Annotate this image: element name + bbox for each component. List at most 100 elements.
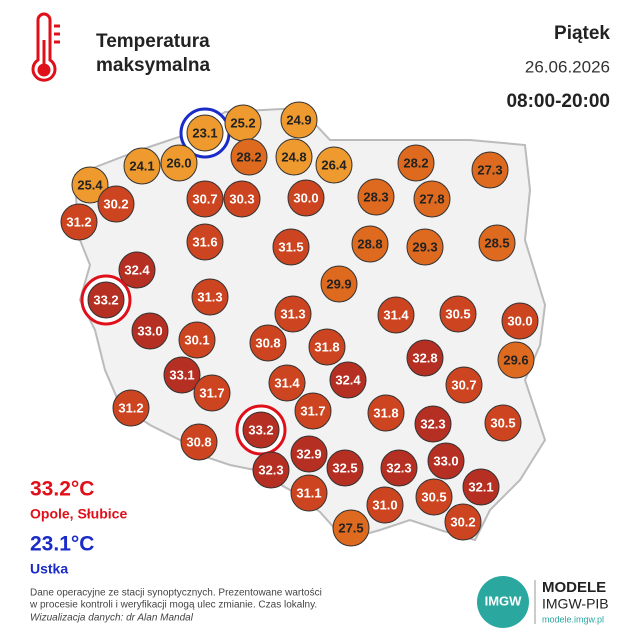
thermometer-icon [31, 12, 60, 82]
station-marker [444, 503, 482, 541]
hours: 08:00-20:00 [506, 91, 610, 112]
station-marker [123, 147, 161, 185]
station-marker [249, 324, 287, 362]
day: Piątek [554, 23, 610, 44]
station-marker [380, 449, 418, 487]
station-marker [406, 228, 444, 266]
station-value: 32.4 [335, 372, 361, 387]
station-marker [186, 114, 224, 152]
logo-name: MODELE [542, 579, 606, 596]
station-marker [315, 146, 353, 184]
station-value: 33.0 [433, 453, 458, 468]
station-marker [445, 366, 483, 404]
station-marker [478, 224, 516, 262]
min-places: Ustka [30, 561, 68, 577]
credit: Wizualizacja danych: dr Alan Mandal [30, 613, 194, 624]
station-value: 29.3 [412, 239, 437, 254]
station-marker [377, 296, 415, 334]
station-marker [406, 339, 444, 377]
station-marker [280, 101, 318, 139]
station-value: 26.0 [166, 155, 191, 170]
station-value: 31.7 [300, 403, 325, 418]
title: Temperatura [96, 31, 210, 52]
station-value: 32.9 [296, 446, 321, 461]
station-value: 33.1 [169, 367, 194, 382]
station-marker [60, 203, 98, 241]
station-marker [471, 151, 509, 189]
station-marker [252, 451, 290, 489]
title: maksymalna [96, 55, 211, 76]
station-value: 24.1 [129, 158, 154, 173]
station-value: 24.9 [286, 112, 311, 127]
station-value: 28.2 [236, 149, 261, 164]
station-value: 23.1 [192, 125, 217, 140]
station-value: 31.2 [66, 214, 91, 229]
logo-org: IMGW-PIB [542, 596, 609, 612]
station-marker [329, 361, 367, 399]
station-value: 30.2 [450, 514, 475, 529]
station-value: 30.5 [445, 306, 470, 321]
station-value: 31.1 [296, 485, 321, 500]
station-marker [366, 486, 404, 524]
station-marker [268, 364, 306, 402]
station-value: 31.3 [197, 289, 222, 304]
max-places: Opole, Słubice [30, 506, 127, 522]
station-marker [326, 449, 364, 487]
station-value: 31.4 [383, 307, 409, 322]
station-marker [290, 435, 328, 473]
station-marker [397, 144, 435, 182]
station-marker [186, 180, 224, 218]
station-marker [193, 374, 231, 412]
logo-badge [477, 576, 529, 628]
station-marker [191, 278, 229, 316]
station-value: 27.5 [338, 520, 363, 535]
station-value: 32.3 [258, 462, 283, 477]
max-value: 33.2°C [30, 478, 94, 501]
station-value: 30.5 [421, 489, 446, 504]
station-marker [163, 356, 201, 394]
station-value: 30.2 [103, 196, 128, 211]
min-value: 23.1°C [30, 533, 94, 556]
station-marker [131, 312, 169, 350]
station-value: 32.5 [332, 460, 357, 475]
station-value: 31.8 [314, 339, 339, 354]
station-value: 27.8 [419, 191, 444, 206]
station-marker [439, 295, 477, 333]
station-value: 25.4 [77, 177, 103, 192]
station-marker [230, 138, 268, 176]
station-marker [186, 223, 224, 261]
station-value: 31.7 [199, 385, 224, 400]
station-marker [112, 389, 150, 427]
station-marker [367, 394, 405, 432]
station-value: 30.7 [451, 377, 476, 392]
station-marker [294, 392, 332, 430]
station-marker [427, 442, 465, 480]
logo-badge-text: IMGW [485, 593, 523, 608]
station-value: 30.3 [229, 191, 254, 206]
station-marker [272, 228, 310, 266]
station-value: 31.4 [274, 375, 300, 390]
footer-note: Dane operacyjne ze stacji synoptycznych.… [30, 588, 322, 599]
station-marker [320, 265, 358, 303]
station-marker [71, 166, 109, 204]
station-value: 31.0 [372, 497, 397, 512]
logo-url: modele.imgw.pl [542, 614, 604, 624]
station-marker [223, 180, 261, 218]
station-marker [242, 411, 280, 449]
station-value: 30.8 [186, 434, 211, 449]
station-value: 30.0 [507, 313, 532, 328]
station-value: 24.8 [281, 149, 306, 164]
station-value: 32.4 [124, 262, 150, 277]
station-value: 31.2 [118, 400, 143, 415]
station-value: 25.2 [230, 115, 255, 130]
station-marker [290, 474, 328, 512]
station-value: 28.5 [484, 235, 509, 250]
station-marker [484, 404, 522, 442]
station-value: 33.2 [93, 292, 118, 307]
station-value: 30.8 [255, 335, 280, 350]
station-value: 30.7 [192, 191, 217, 206]
footer-note: w procesie kontroli i weryfikacji mogą u… [29, 600, 317, 611]
station-value: 28.2 [403, 155, 428, 170]
